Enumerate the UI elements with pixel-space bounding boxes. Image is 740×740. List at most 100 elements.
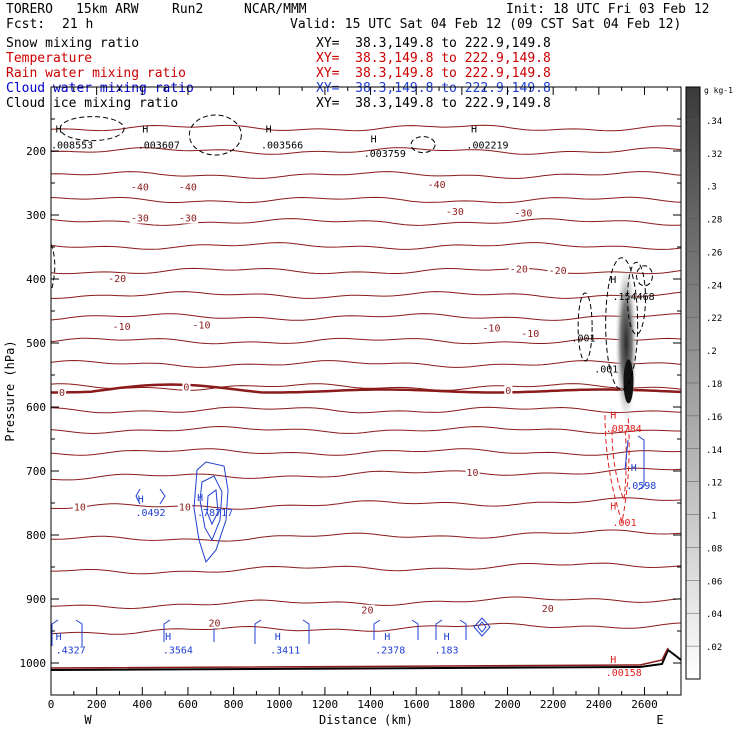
y-tick-label: 200 (26, 145, 46, 158)
isotherm-line (50, 196, 682, 204)
isotherm-label: -10 (193, 320, 211, 331)
cloud-water-contour (477, 621, 487, 633)
colorbar-tick-label: .1 (706, 512, 717, 522)
cloud-water-label: H (444, 632, 450, 643)
isotherm-label: -10 (113, 322, 131, 333)
colorbar-tick-label: .24 (706, 281, 722, 291)
legend-xy: XY= 38.3,149.8 to 222.9,149.8 (316, 96, 551, 111)
snow-contour (188, 114, 242, 156)
colorbar-tick-label: .02 (706, 643, 722, 653)
cloud-water-label: H (165, 632, 171, 643)
ice-label: .001 (594, 364, 618, 375)
ice-contour (605, 257, 639, 391)
isotherm-label: -20 (549, 266, 567, 277)
isotherm-line (50, 218, 682, 226)
freezing-line (51, 383, 682, 394)
run-label: Run2 (172, 2, 204, 17)
cloud-water-label: .0492 (135, 508, 165, 519)
cloud-water-contour (163, 619, 215, 642)
x-tick-label: 1800 (449, 698, 476, 711)
forecast-label: Fcst: (6, 17, 46, 32)
ice-label: .154468 (613, 292, 655, 303)
isotherm-line (51, 291, 682, 299)
cloud-water-contour (51, 619, 83, 646)
x-tick-label: 1400 (357, 698, 384, 711)
isotherm-label: 0 (59, 388, 65, 399)
isotherm-line (50, 147, 682, 155)
isotherm-label: 20 (209, 619, 221, 630)
colorbar-tick-label: .18 (706, 380, 722, 390)
rain-label: H (610, 501, 616, 512)
rain-label: H (610, 655, 616, 666)
colorbar-units: g kg-1 (704, 86, 733, 95)
x-tick-label: 2600 (631, 698, 658, 711)
isotherm-line (50, 242, 682, 250)
x-tick-label: 2200 (540, 698, 567, 711)
colorbar-tick-label: .3 (706, 183, 717, 193)
terrain-line (50, 648, 682, 671)
isotherm-label: -40 (428, 180, 446, 191)
isotherm-line (50, 337, 682, 345)
isotherm-label: -10 (521, 329, 539, 340)
isotherm-line (50, 596, 682, 610)
snow-max-label: H (266, 124, 272, 135)
y-tick-label: 400 (26, 273, 46, 286)
isotherm-label: 10 (179, 503, 191, 514)
isotherm-line (51, 562, 682, 575)
cloud-water-contour (254, 619, 310, 644)
legend-xy: XY= 38.3,149.8 to 222.9,149.8 (316, 66, 551, 81)
model-resolution: 15km ARW (76, 2, 139, 17)
cloud-water-contour (199, 475, 223, 542)
isotherm-label: -10 (482, 323, 500, 334)
isotherm-label: 0 (505, 386, 511, 397)
y-tick-label: 800 (26, 529, 46, 542)
snow-contour (59, 116, 125, 142)
y-tick-label: 700 (26, 465, 46, 478)
rain-contour (611, 429, 627, 501)
colorbar-tick-label: .12 (706, 479, 722, 489)
legend-label: Cloud water mixing ratio (6, 81, 194, 96)
colorbar-tick-label: .2 (706, 347, 717, 357)
snow-max-label: .003759 (364, 149, 406, 160)
cloud-water-contour (373, 619, 419, 640)
snow-max-label: H (371, 135, 377, 146)
ice-contour (626, 261, 646, 335)
cloud-water-label: H (384, 632, 390, 643)
isotherm-label: -30 (131, 213, 149, 224)
colorbar-tick-label: .26 (706, 248, 722, 258)
org-label: NCAR/MMM (244, 2, 307, 17)
cloud-water-label: H (138, 494, 144, 505)
rain-contour (604, 414, 630, 524)
x-tick-label: 0 (48, 698, 55, 711)
isotherm-label: -30 (179, 213, 197, 224)
x-tick-label: 1000 (266, 698, 293, 711)
cloud-water-label: H (56, 632, 62, 643)
isotherm-line (50, 313, 682, 321)
isotherm-line (50, 497, 682, 510)
isotherm-line (50, 171, 682, 179)
colorbar-tick-label: .08 (706, 544, 722, 554)
isotherm-line (50, 267, 682, 275)
isotherm-line (50, 425, 681, 435)
snow-contour (410, 136, 436, 154)
x-tick-label: 400 (132, 698, 152, 711)
isotherm-label: 0 (183, 382, 189, 393)
isotherm-label: -20 (108, 274, 126, 285)
cloud-water-contour (135, 488, 166, 505)
isotherm-line (50, 124, 682, 132)
surface-isotherm (50, 647, 669, 669)
snow-max-label: H (56, 124, 62, 135)
rain-label: H (610, 411, 616, 422)
y-tick-label: 900 (26, 593, 46, 606)
isotherm-line (50, 383, 682, 391)
plot-frame (50, 86, 682, 696)
rain-label: .001 (613, 518, 637, 529)
forecast-hour: 21 h (62, 17, 94, 32)
isotherm-label: 20 (361, 606, 373, 617)
ice-label: H (610, 275, 616, 286)
cloud-water-label: .183 (434, 645, 458, 656)
snow-max-label: .008553 (51, 140, 93, 151)
cloud-water-label: .3411 (270, 645, 300, 656)
cloud-water-contour (624, 435, 645, 491)
cloud-water-contour (206, 489, 219, 526)
